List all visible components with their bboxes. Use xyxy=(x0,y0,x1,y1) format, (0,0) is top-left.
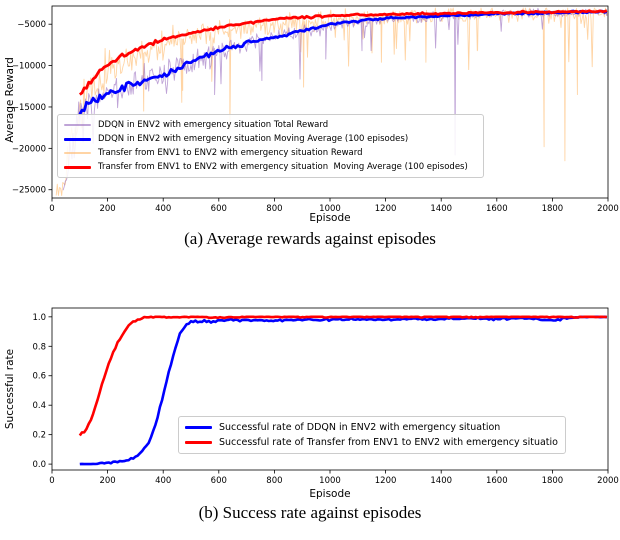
y-tick-label: −25000 xyxy=(12,186,46,196)
x-tick-label: 1200 xyxy=(375,476,397,486)
y-tick-label: 0.0 xyxy=(32,460,46,470)
x-tick-label: 1000 xyxy=(319,476,341,486)
chart-a-y-axis-label: Average Reward xyxy=(4,57,16,143)
chart-a: 0 200 400 600 800 1000 1200 1400 1600 1800 2000 −25… xyxy=(0,0,620,230)
legend-entry: Transfer from ENV1 to ENV2 with emergenc… xyxy=(63,146,477,160)
x-tick-label: 200 xyxy=(99,204,115,214)
chart-b-y-axis-label: Successful rate xyxy=(4,348,16,430)
y-tick-label: 0.6 xyxy=(32,372,46,382)
y-tick-label: 0.4 xyxy=(32,401,46,411)
caption-b: (b) Success rate against episodes xyxy=(198,503,422,522)
chart-b: 0 200 400 600 800 1000 1200 1400 1600 1800 2000 0.0… xyxy=(0,296,620,506)
y-tick-label: 1.0 xyxy=(32,313,46,323)
chart-svg-a: 0 200 400 600 800 1000 1200 1400 1600 1800 2000 −25… xyxy=(12,5,619,214)
x-tick-label: 800 xyxy=(266,476,282,486)
x-tick-label: 600 xyxy=(211,204,227,214)
legend-entry: DDQN in ENV2 with emergency situation To… xyxy=(63,118,477,132)
x-tick-label: 1800 xyxy=(542,476,564,486)
legend-entry-label: DDQN in ENV2 with emergency situation Mo… xyxy=(98,134,409,144)
y-tick-label: −10000 xyxy=(12,62,46,72)
x-tick-label: 800 xyxy=(266,204,282,214)
x-tick-label: 0 xyxy=(49,204,54,214)
series-line xyxy=(78,315,608,437)
chart-svg-b: 0 200 400 600 800 1000 1200 1400 1600 1800 2000 0.0… xyxy=(32,307,619,486)
chart-a-legend: DDQN in ENV2 with emergency situation To… xyxy=(57,114,484,178)
y-tick-label: 0.8 xyxy=(32,342,46,352)
legend-entry: Successful rate of DDQN in ENV2 with eme… xyxy=(184,420,559,435)
legend-line-swatch xyxy=(64,137,91,141)
legend-line-swatch xyxy=(185,426,212,429)
x-tick-label: 1000 xyxy=(319,204,341,214)
y-tick-label: 0.2 xyxy=(32,431,46,441)
y-tick-label: −15000 xyxy=(12,103,46,113)
x-tick-label: 1600 xyxy=(486,476,508,486)
caption-a: (a) Average rewards against episodes xyxy=(184,229,436,248)
legend-line-swatch xyxy=(185,441,212,444)
series-line xyxy=(78,9,608,96)
x-tick-label: 1400 xyxy=(430,476,452,486)
x-tick-label: 2000 xyxy=(597,476,619,486)
x-tick-label: 1800 xyxy=(542,204,564,214)
x-tick-label: 400 xyxy=(155,204,171,214)
legend-entry-label: Successful rate of DDQN in ENV2 with eme… xyxy=(219,422,501,433)
y-tick-label: −5000 xyxy=(17,20,46,30)
legend-entry-label: DDQN in ENV2 with emergency situation To… xyxy=(98,120,329,130)
chart-b-legend: Successful rate of DDQN in ENV2 with eme… xyxy=(178,416,566,454)
y-tick-label: −20000 xyxy=(12,144,46,154)
chart-a-x-axis-label: Episode xyxy=(309,212,351,224)
x-tick-label: 0 xyxy=(49,476,54,486)
x-tick-label: 1600 xyxy=(486,204,508,214)
x-tick-label: 1200 xyxy=(375,204,397,214)
legend-entry-label: Successful rate of Transfer from ENV1 to… xyxy=(219,437,558,448)
legend-entry-label: Transfer from ENV1 to ENV2 with emergenc… xyxy=(98,162,468,172)
legend-entry: DDQN in ENV2 with emergency situation Mo… xyxy=(63,132,477,146)
x-tick-label: 2000 xyxy=(597,204,619,214)
x-tick-label: 600 xyxy=(211,476,227,486)
legend-entry: Successful rate of Transfer from ENV1 to… xyxy=(184,435,559,450)
legend-line-swatch xyxy=(64,152,91,154)
legend-entry-label: Transfer from ENV1 to ENV2 with emergenc… xyxy=(98,148,363,158)
x-tick-label: 1400 xyxy=(430,204,452,214)
chart-b-x-axis-label: Episode xyxy=(309,488,351,500)
series-line xyxy=(62,7,609,191)
x-tick-label: 400 xyxy=(155,476,171,486)
legend-entry: Transfer from ENV1 to ENV2 with emergenc… xyxy=(63,160,477,174)
x-tick-label: 200 xyxy=(99,476,115,486)
legend-line-swatch xyxy=(64,124,91,126)
legend-line-swatch xyxy=(64,165,91,169)
